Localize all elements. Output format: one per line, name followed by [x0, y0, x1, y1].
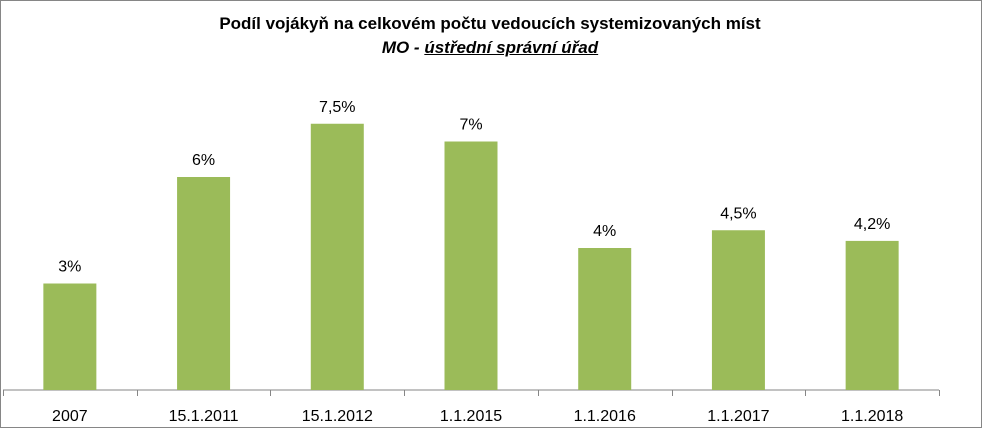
x-tick-label: 15.1.2011 [169, 408, 239, 425]
chart-subtitle-underlined: ústřední správní úřad [424, 38, 599, 57]
x-tick-label: 2007 [52, 408, 88, 425]
x-tick-label: 1.1.2017 [707, 408, 769, 425]
data-label: 3% [58, 259, 81, 276]
bar [711, 230, 765, 390]
data-label: 7,5% [319, 99, 355, 116]
bar [845, 240, 899, 390]
chart-subtitle-prefix: MO - [381, 38, 425, 57]
data-label: 4% [593, 223, 616, 240]
bar [43, 283, 97, 390]
chart-subtitle: MO - ústřední správní úřad [0, 36, 980, 60]
chart-title: Podíl vojákyň na celkovém počtu vedoucíc… [219, 14, 761, 33]
bar [310, 123, 364, 390]
data-label: 4,2% [854, 216, 890, 233]
x-tick-label: 1.1.2016 [574, 408, 636, 425]
x-tick-label: 15.1.2012 [302, 408, 373, 425]
bar [578, 248, 632, 390]
x-tick-label: 1.1.2015 [440, 408, 502, 425]
bar [444, 141, 498, 390]
chart-title-block: Podíl vojákyň na celkovém počtu vedoucíc… [0, 12, 980, 60]
data-label: 6% [192, 152, 215, 169]
data-label: 4,5% [720, 205, 756, 222]
data-label: 7% [459, 117, 482, 134]
bar [177, 177, 231, 390]
x-tick-label: 1.1.2018 [841, 408, 903, 425]
